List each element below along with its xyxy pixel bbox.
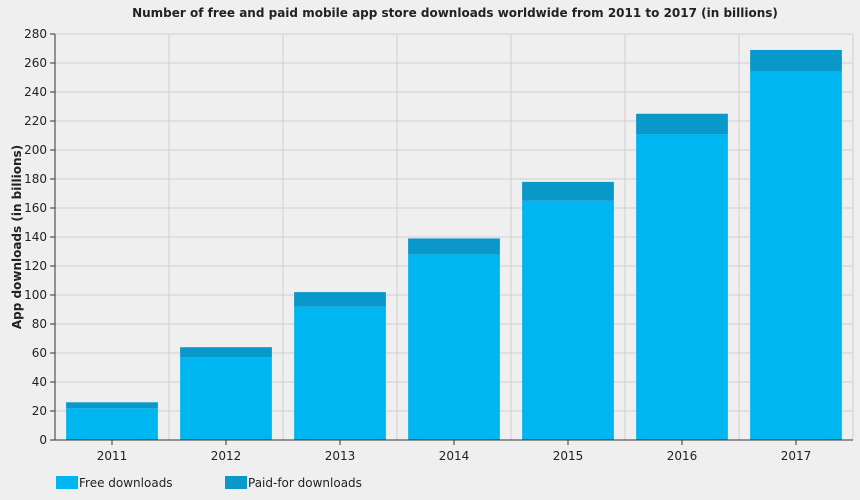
bar-paid-2012[interactable]: [180, 347, 272, 358]
y-tick-label: 120: [24, 259, 47, 273]
y-tick-label: 240: [24, 85, 47, 99]
legend-label: Paid-for downloads: [248, 476, 362, 490]
y-tick-label: 200: [24, 143, 47, 157]
axes: 0 20 40 60 80 100 120 140 160 180 200 220 240 260 280 2…: [24, 27, 853, 463]
bar-free-2012[interactable]: [180, 357, 272, 440]
y-tick-label: 60: [32, 346, 47, 360]
gridlines: [54, 33, 854, 440]
y-tick-label: 280: [24, 27, 47, 41]
y-tick-label: 0: [39, 433, 47, 447]
y-tick-label: 180: [24, 172, 47, 186]
bar-paid-2015[interactable]: [522, 181, 614, 201]
legend-swatch: [56, 476, 78, 489]
y-tick-label: 40: [32, 375, 47, 389]
bar-paid-2017[interactable]: [750, 49, 842, 72]
legend-label: Free downloads: [79, 476, 173, 490]
legend-item-paid[interactable]: Paid-for downloads: [225, 476, 362, 490]
y-tick-label: 160: [24, 201, 47, 215]
x-tick-label: 2017: [781, 449, 812, 463]
bar-free-2011[interactable]: [66, 408, 158, 440]
x-tick-label: 2012: [211, 449, 242, 463]
bar-paid-2011[interactable]: [66, 402, 158, 409]
y-tick-label: 100: [24, 288, 47, 302]
x-tick-label: 2013: [325, 449, 356, 463]
y-tick-label: 80: [32, 317, 47, 331]
bar-free-2015[interactable]: [522, 200, 614, 440]
bar-free-2013[interactable]: [294, 306, 386, 440]
legend-swatch: [225, 476, 247, 489]
chart-title: Number of free and paid mobile app store…: [132, 6, 778, 20]
bar-paid-2016[interactable]: [636, 113, 728, 135]
y-tick-label: 20: [32, 404, 47, 418]
bar-free-2016[interactable]: [636, 134, 728, 441]
y-axis-label: App downloads (in billions): [10, 145, 24, 329]
legend: Free downloads Paid-for downloads: [56, 476, 362, 490]
y-tick-label: 140: [24, 230, 47, 244]
bars: [66, 49, 842, 441]
x-tick-label: 2015: [553, 449, 584, 463]
bar-free-2017[interactable]: [750, 71, 842, 440]
x-tick-label: 2011: [97, 449, 128, 463]
bar-paid-2014[interactable]: [408, 238, 500, 255]
y-tick-label: 260: [24, 56, 47, 70]
bar-free-2014[interactable]: [408, 254, 500, 440]
x-tick-label: 2016: [667, 449, 698, 463]
x-tick-label: 2014: [439, 449, 470, 463]
legend-item-free[interactable]: Free downloads: [56, 476, 173, 490]
bar-paid-2013[interactable]: [294, 292, 386, 307]
y-tick-label: 220: [24, 114, 47, 128]
